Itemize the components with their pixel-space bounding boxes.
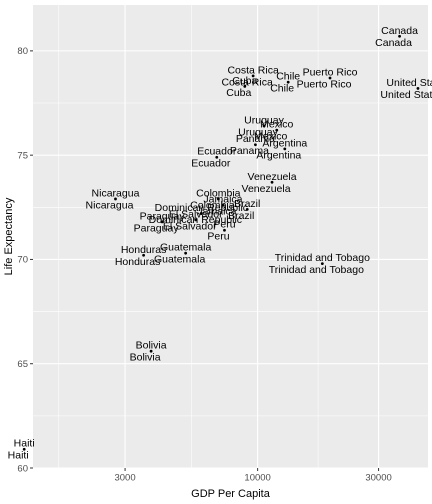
data-point [223,228,226,232]
data-label: Guatemala [160,242,212,254]
data-label: United States [386,77,432,89]
data-label: Costa Rica [227,64,279,76]
data-label: Argentina [256,149,301,161]
data-label: Canada [375,37,412,49]
data-point [22,447,26,451]
plot-background [33,5,428,468]
data-label: Uruguay [238,126,278,138]
data-label: Chile [276,71,300,83]
data-point [286,80,290,84]
data-label: Jamaica [203,194,242,206]
data-label: Haiti [14,438,35,450]
data-label: Panama [236,133,275,145]
data-label: Bolivia [136,340,167,352]
data-label: Venezuela [242,183,291,195]
data-label: Peru [207,231,229,243]
data-label: Ecuador [197,146,237,158]
data-label: Bolivia [130,352,161,364]
data-label: Uruguay [244,114,284,126]
data-point [184,251,188,255]
data-point [251,74,255,78]
data-label: Nicaragua [86,199,134,211]
data-label: El Salvador [169,208,223,220]
data-point [221,203,225,207]
data-label: Trinidad and Tobago [269,264,364,276]
data-point [114,197,117,201]
data-point [253,143,257,147]
data-point [283,147,287,151]
data-label: Haiti [8,450,29,462]
data-label: Colombia [190,199,235,211]
x-tick-label: 3000 [114,473,135,484]
data-point [160,220,164,224]
data-label: Venezuela [248,171,297,183]
data-label: Peru [213,219,235,231]
data-label: Honduras [115,256,161,268]
data-point [243,84,247,88]
data-label: Brazil [234,198,260,210]
data-label: Ecuador [191,158,231,170]
y-tick-label: 80 [17,46,28,57]
data-label: Guatemala [154,254,206,266]
data-points [22,34,420,451]
data-point [215,155,219,159]
data-point [149,349,153,353]
data-point [262,124,266,128]
data-point [328,76,332,80]
y-tick-label: 65 [17,359,28,370]
data-label: Mexico [260,119,293,131]
data-point [142,253,146,257]
data-label: Argentina [262,137,307,149]
data-point [270,180,274,184]
data-label: El Salvador [163,220,217,232]
data-label: Costa Rica [221,76,273,88]
data-point [199,212,203,215]
data-label: Dominican Republic [155,202,248,214]
data-point [398,34,401,38]
data-point [416,87,420,90]
y-tick-label: 70 [17,255,28,266]
data-label: Paraguay [134,222,180,234]
data-label: Trinidad and Tobago [275,252,370,264]
y-axis-title: Life Expectancy [3,197,15,275]
y-tick-label: 75 [17,150,28,161]
data-label: Jamaica [197,206,236,218]
data-point [194,218,198,222]
data-label: Puerto Rico [303,66,358,78]
data-point [320,262,324,266]
x-tick-label: 10000 [244,473,270,484]
data-label: Nicaragua [92,187,140,199]
data-label: Honduras [121,244,167,256]
minor-gridlines [33,5,428,468]
data-label: Paraguay [140,210,186,222]
data-label: Cuba [232,75,257,87]
data-label: Cuba [226,87,251,99]
data-label: Puerto Rico [297,78,352,90]
data-label: Colombia [196,187,241,199]
major-gridlines [33,5,428,469]
data-point [245,207,249,211]
plot-panel [33,5,428,468]
y-tick-label: 60 [17,463,28,474]
data-label: Mexico [254,131,287,143]
x-tick-label: 30000 [365,473,391,484]
data-label: Dominican Republic [149,214,242,226]
data-label: Chile [270,83,294,95]
data-label: Panama [230,145,269,157]
data-point [275,128,279,132]
axes: 3000 10000 30000 60 65 70 75 80 [17,46,391,483]
data-label: United States [380,89,432,101]
data-point [216,197,220,201]
data-label: Canada [381,25,418,37]
data-label: Brazil [228,210,254,222]
x-axis-title: GDP Per Capita [191,488,271,500]
